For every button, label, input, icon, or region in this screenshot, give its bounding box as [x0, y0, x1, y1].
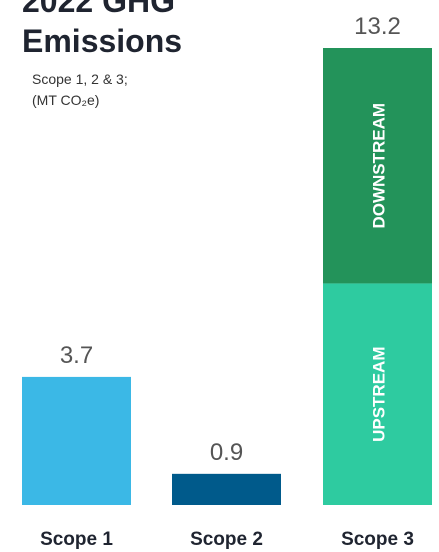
- value-label: 13.2: [354, 13, 401, 40]
- chart-title: 2022 GHG: [22, 0, 175, 19]
- bar: [22, 376, 131, 505]
- bar: [172, 473, 281, 505]
- x-tick-label: Scope 3: [341, 529, 414, 550]
- bar-segment: [323, 48, 432, 284]
- value-label: 3.7: [60, 342, 93, 369]
- chart-subtitle: (MT CO₂e): [32, 92, 99, 108]
- chart-subtitle: Scope 1, 2 & 3;: [32, 71, 128, 87]
- x-tick-label: Scope 1: [40, 529, 113, 550]
- chart-title: Emissions: [22, 23, 182, 59]
- segment-label: UPSTREAM: [370, 347, 389, 442]
- value-label: 0.9: [210, 439, 243, 466]
- bar-segment: [323, 283, 432, 505]
- segment-label: DOWNSTREAM: [370, 103, 389, 229]
- x-tick-label: Scope 2: [190, 529, 263, 550]
